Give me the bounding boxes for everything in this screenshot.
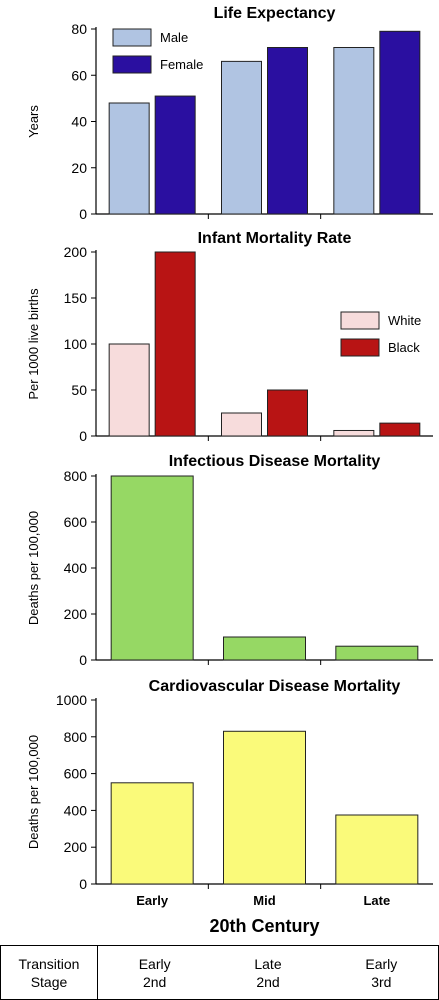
y-tick-label: 400	[64, 802, 88, 818]
x-category-label: Early	[136, 893, 169, 908]
y-tick-label: 0	[79, 876, 87, 892]
bar-value-early	[110, 782, 194, 885]
y-tick-label: 1000	[56, 692, 87, 708]
y-tick-label: 200	[64, 839, 88, 855]
y-axis-label: Per 1000 live births	[26, 288, 41, 400]
stage-cell-line2: 2nd	[142, 973, 167, 990]
y-tick-label: 0	[79, 206, 87, 222]
stage-cell-late: Early 3rd	[325, 946, 438, 999]
legend-label-male: Male	[160, 30, 188, 45]
y-tick-label: 150	[64, 290, 88, 306]
bar-value-mid	[223, 730, 306, 885]
y-tick-label: 80	[71, 21, 87, 37]
stage-table-header: Transition Stage	[1, 946, 98, 999]
bar-white-late	[333, 429, 375, 437]
bar-female-early	[154, 95, 196, 215]
bar-white-mid	[221, 412, 262, 437]
bar-female-late	[379, 30, 421, 215]
charts-figure: Life Expectancy 0 20 40 60 80 Years Male Female I…	[26, 5, 433, 936]
y-tick-label: 100	[64, 336, 88, 352]
x-axis-title: 20th Century	[209, 916, 319, 936]
transition-stage-table: Transition Stage Early 2nd Late 2nd Earl…	[0, 945, 439, 1000]
stage-cell-line1: Late	[254, 955, 282, 972]
x-category-label: Late	[363, 893, 390, 908]
bar-value-late	[335, 814, 419, 885]
y-axis-label: Years	[26, 105, 41, 138]
legend-label-white: White	[388, 313, 421, 328]
y-tick-label: 200	[64, 244, 88, 260]
y-tick-label: 800	[64, 468, 88, 484]
legend-swatch-male	[112, 28, 152, 47]
stage-cell-mid: Late 2nd	[211, 946, 324, 999]
legend-label-black: Black	[388, 340, 420, 355]
y-tick-label: 50	[71, 382, 87, 398]
stage-header-line1: Transition	[18, 955, 80, 972]
x-category-label: Mid	[253, 893, 275, 908]
legend-swatch-white	[340, 311, 380, 330]
y-tick-label: 800	[64, 729, 88, 745]
bar-black-late	[379, 422, 421, 437]
bar-black-mid	[267, 389, 308, 437]
bar-black-early	[154, 251, 196, 437]
legend-label-female: Female	[160, 57, 203, 72]
bar-male-early	[108, 102, 150, 215]
y-axis-label: Deaths per 100,000	[26, 511, 41, 625]
chart-title: Cardiovascular Disease Mortality	[149, 678, 401, 695]
legend-swatch-female	[112, 55, 152, 74]
stage-cell-line1: Early	[365, 955, 398, 972]
y-tick-label: 60	[71, 67, 87, 83]
bar-value-mid	[223, 636, 306, 661]
y-tick-label: 0	[79, 428, 87, 444]
y-tick-label: 20	[71, 160, 87, 176]
chart-title: Infant Mortality Rate	[198, 230, 352, 247]
y-tick-label: 40	[71, 114, 87, 130]
stage-cell-early: Early 2nd	[98, 946, 211, 999]
y-tick-label: 600	[64, 514, 88, 530]
legend-swatch-black	[340, 338, 380, 357]
bar-white-early	[108, 343, 150, 437]
y-tick-label: 200	[64, 606, 88, 622]
stage-cell-line2: 2nd	[256, 973, 280, 990]
bar-female-mid	[267, 47, 308, 215]
y-tick-label: 0	[79, 652, 87, 668]
y-tick-label: 600	[64, 766, 88, 782]
bar-value-early	[110, 475, 194, 661]
chart-title: Life Expectancy	[214, 5, 336, 22]
chart-title: Infectious Disease Mortality	[169, 453, 381, 470]
bar-male-mid	[221, 60, 262, 215]
stage-cell-line2: 3rd	[371, 973, 392, 990]
stage-cell-line1: Early	[138, 955, 171, 972]
bar-male-late	[333, 47, 375, 215]
bar-value-late	[335, 645, 419, 661]
y-tick-label: 400	[64, 560, 88, 576]
y-axis-label: Deaths per 100,000	[26, 735, 41, 849]
stage-header-line2: Stage	[30, 973, 68, 990]
